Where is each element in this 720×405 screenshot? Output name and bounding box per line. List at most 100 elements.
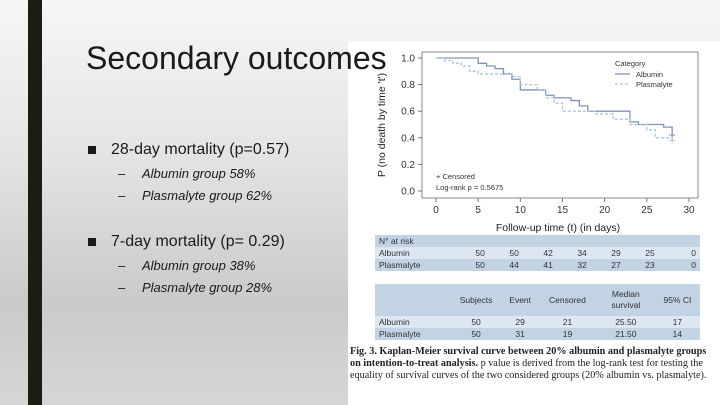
- row-group: Plasmalyte: [375, 259, 472, 271]
- cell: 32: [573, 259, 608, 271]
- column-header: Median survival: [596, 284, 655, 316]
- figure-caption: Fig. 3. Kaplan-Meier survival curve betw…: [350, 346, 716, 382]
- y-tick-label: 0.2: [401, 160, 415, 171]
- cell: 19: [538, 328, 597, 340]
- cell: 0: [675, 247, 700, 259]
- cell: 0: [675, 259, 700, 271]
- cell: 17: [654, 316, 700, 328]
- cell: 29: [607, 247, 642, 259]
- kaplan-meier-figure: 0.0 0.2 0.4 0.6 0.8 1.0 0 5 10 15 20 25 30 P (no de…: [348, 41, 720, 405]
- dash-bullet-icon: –: [118, 279, 126, 295]
- bullet-group-28day: 28-day mortality (p=0.57) – Albumin grou…: [86, 138, 336, 206]
- bullet-list: 28-day mortality (p=0.57) – Albumin grou…: [86, 138, 336, 316]
- cell: 50: [505, 247, 540, 259]
- y-tick-label: 0.4: [401, 133, 415, 144]
- table-row: Plasmalyte 50 31 19 21.50 14: [375, 328, 700, 340]
- summary-table: Subjects Event Censored Median survival …: [375, 284, 700, 340]
- column-header: 95% CI: [654, 284, 700, 316]
- cell: 23: [641, 259, 676, 271]
- column-header: Censored: [538, 284, 597, 316]
- table-row: Albumin 50 50 42 34 29 25 0: [375, 247, 700, 259]
- cell: Albumin: [375, 316, 450, 328]
- table-row: Plasmalyte 50 44 41 32 27 23 0: [375, 259, 700, 271]
- x-axis-title: Follow-up time (t) (in days): [496, 222, 620, 234]
- legend-title: Category: [615, 59, 646, 68]
- cell: 25.50: [596, 316, 655, 328]
- cell: 14: [654, 328, 700, 340]
- logrank-annotation: Log-rank p = 0.5675: [436, 183, 503, 192]
- summary-header-row: Subjects Event Censored Median survival …: [375, 284, 700, 316]
- sub-bullet-item: – Plasmalyte group 28%: [86, 276, 336, 298]
- censored-marker-albumin: [669, 132, 676, 139]
- y-tick-label: 0.6: [401, 107, 415, 118]
- legend-label-albumin: Albumin: [636, 70, 663, 79]
- dash-bullet-icon: –: [118, 187, 126, 203]
- km-line-plasmalyte: [436, 57, 673, 141]
- censored-annotation: + Censored: [436, 172, 475, 181]
- legend: Category Albumin Plasmalyte: [615, 59, 673, 89]
- column-header: Subjects: [449, 284, 503, 316]
- cell: 44: [505, 259, 540, 271]
- cell: 31: [502, 328, 539, 340]
- slide-title: Secondary outcomes: [86, 40, 387, 76]
- column-header: Event: [502, 284, 539, 316]
- at-risk-header: N° at risk: [375, 235, 700, 247]
- km-chart: 0.0 0.2 0.4 0.6 0.8 1.0 0 5 10 15 20 25 30 P (no de…: [376, 51, 699, 234]
- x-tick-label: 15: [557, 205, 569, 216]
- x-tick-label: 30: [683, 205, 695, 216]
- x-tick-label: 0: [433, 205, 439, 216]
- sub-bullet-text: Albumin group 38%: [142, 257, 256, 273]
- cell: 29: [502, 316, 539, 328]
- column-header: [375, 284, 450, 316]
- y-axis: 0.0 0.2 0.4 0.6 0.8 1.0: [401, 54, 422, 198]
- cell: 21: [538, 316, 597, 328]
- censored-marker-plasmalyte: [669, 137, 676, 144]
- bullet-item: 28-day mortality (p=0.57): [86, 138, 336, 162]
- dash-bullet-icon: –: [118, 257, 126, 273]
- square-bullet-icon: [88, 146, 96, 154]
- sub-bullet-item: – Plasmalyte group 62%: [86, 184, 336, 206]
- bullet-item: 7-day mortality (p= 0.29): [86, 230, 336, 254]
- cell: 42: [539, 247, 574, 259]
- series-layer: [436, 57, 676, 144]
- cell: 21.50: [596, 328, 655, 340]
- y-tick-label: 0.8: [401, 80, 415, 91]
- caption-text: p value is derived from the log-rank tes…: [350, 358, 707, 381]
- cell: Plasmalyte: [375, 328, 450, 340]
- legend-label-plasmalyte: Plasmalyte: [636, 80, 673, 89]
- sub-bullet-item: – Albumin group 58%: [86, 162, 336, 184]
- sub-bullet-item: – Albumin group 38%: [86, 254, 336, 276]
- dash-bullet-icon: –: [118, 165, 126, 181]
- x-tick-label: 25: [641, 205, 653, 216]
- sub-bullet-text: Plasmalyte group 28%: [142, 279, 273, 295]
- caption-bold: Fig. 3. Kaplan-Meier survival curve betw…: [350, 346, 707, 369]
- cell: 41: [539, 259, 574, 271]
- y-axis-title: P (no death by time 't'): [376, 73, 388, 177]
- at-risk-header-row: N° at risk: [375, 235, 700, 247]
- km-line-albumin: [436, 57, 673, 136]
- cell: 34: [573, 247, 608, 259]
- cell: 50: [471, 259, 506, 271]
- square-bullet-icon: [88, 238, 96, 246]
- cell: 25: [641, 247, 676, 259]
- x-tick-label: 10: [515, 205, 527, 216]
- sub-bullet-text: Albumin group 58%: [142, 165, 256, 181]
- table-row: Albumin 50 29 21 25.50 17: [375, 316, 700, 328]
- sub-bullet-text: Plasmalyte group 62%: [142, 187, 273, 203]
- cell: 27: [607, 259, 642, 271]
- accent-bar: [28, 0, 42, 405]
- plot-frame: [421, 51, 699, 199]
- bullet-text: 7-day mortality (p= 0.29): [111, 233, 285, 250]
- cell: 50: [449, 328, 503, 340]
- x-tick-label: 20: [599, 205, 611, 216]
- bullet-text: 28-day mortality (p=0.57): [111, 141, 290, 158]
- bullet-group-7day: 7-day mortality (p= 0.29) – Albumin grou…: [86, 230, 336, 298]
- y-tick-label: 1.0: [401, 54, 415, 65]
- at-risk-table: N° at risk Albumin 50 50 42 34 29 25 0 P…: [375, 235, 700, 271]
- x-axis: 0 5 10 15 20 25 30: [433, 198, 695, 216]
- x-tick-label: 5: [475, 205, 481, 216]
- y-tick-label: 0.0: [401, 187, 415, 198]
- cell: 50: [449, 316, 503, 328]
- row-group: Albumin: [375, 247, 472, 259]
- cell: 50: [471, 247, 506, 259]
